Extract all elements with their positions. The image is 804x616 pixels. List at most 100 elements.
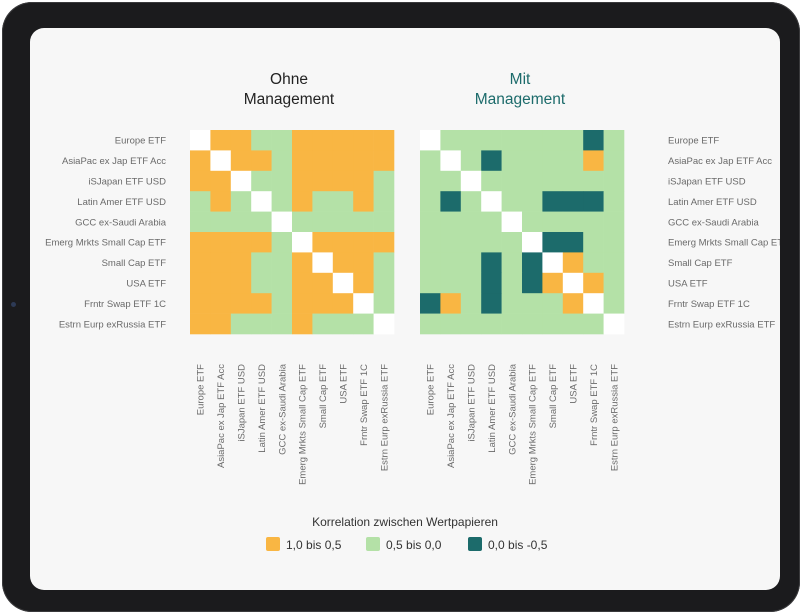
row-label: Small Cap ETF bbox=[668, 258, 733, 269]
heatmap-cell bbox=[332, 191, 354, 212]
heatmap-cell bbox=[230, 170, 252, 192]
heatmap-cell bbox=[501, 211, 523, 233]
row-label: iSJapan ETF USD bbox=[668, 177, 746, 188]
heatmap-cell bbox=[373, 170, 395, 192]
heatmap-cell bbox=[210, 191, 232, 212]
heatmap-cell bbox=[373, 272, 395, 294]
column-label: Frntr Swap ETF 1C bbox=[359, 364, 370, 446]
heatmap-cell bbox=[292, 252, 313, 274]
heatmap-cell bbox=[292, 170, 313, 192]
heatmap-cell bbox=[522, 232, 543, 253]
heatmap-cell bbox=[271, 211, 293, 233]
heatmap-cell bbox=[501, 191, 523, 212]
heatmap-cell bbox=[420, 272, 441, 294]
heatmap-cell bbox=[271, 130, 293, 151]
heatmap-cell bbox=[251, 191, 272, 212]
heatmap-cell bbox=[190, 313, 211, 335]
chart-title-line: Management bbox=[244, 91, 335, 108]
heatmap-cell bbox=[271, 150, 293, 172]
row-label: Emerg Mrkts Small Cap ETF bbox=[45, 238, 166, 249]
heatmap-cell bbox=[481, 191, 502, 212]
heatmap-cell bbox=[501, 313, 523, 335]
heatmap-cell bbox=[420, 313, 441, 335]
heatmap-cell bbox=[562, 130, 584, 151]
heatmap-cell bbox=[312, 170, 334, 192]
column-label: GCC ex-Saudi Arabia bbox=[277, 363, 288, 455]
heatmap-cell bbox=[271, 252, 293, 274]
heatmap-cell bbox=[251, 232, 272, 253]
heatmap-cell bbox=[522, 313, 543, 335]
column-label: Latin Amer ETF USD bbox=[257, 364, 268, 453]
correlation-heatmaps: Ohne Management Europe ETF AsiaPac ex Jap E… bbox=[45, 71, 780, 552]
heatmap-cell bbox=[353, 232, 374, 253]
heatmap-cell bbox=[210, 313, 232, 335]
heatmap-cell bbox=[230, 272, 252, 294]
heatmap-cell bbox=[190, 211, 211, 233]
heatmap-cell bbox=[603, 313, 625, 335]
heatmap-cell bbox=[440, 130, 462, 151]
heatmap-cell bbox=[562, 170, 584, 192]
heatmap-cell bbox=[440, 191, 462, 212]
heatmap-cell bbox=[210, 293, 232, 314]
heatmap-cell bbox=[542, 272, 564, 294]
row-label: Europe ETF bbox=[115, 136, 166, 147]
heatmap-cell bbox=[583, 170, 604, 192]
heatmap-cell bbox=[353, 130, 374, 151]
row-label: Europe ETF bbox=[668, 136, 719, 147]
heatmap-cell bbox=[190, 252, 211, 274]
heatmap-cell bbox=[562, 272, 584, 294]
chart-title-line: Ohne bbox=[270, 71, 308, 88]
heatmap-cell bbox=[230, 232, 252, 253]
heatmap-cell bbox=[460, 232, 482, 253]
heatmap-cell bbox=[522, 130, 543, 151]
heatmap-cell bbox=[210, 130, 232, 151]
heatmap-cell bbox=[373, 313, 395, 335]
heatmap-cell bbox=[583, 211, 604, 233]
heatmap-cell bbox=[292, 150, 313, 172]
heatmap-cell bbox=[332, 211, 354, 233]
heatmap-cell bbox=[542, 150, 564, 172]
column-label: GCC ex-Saudi Arabia bbox=[507, 363, 518, 455]
heatmap-cell bbox=[373, 130, 395, 151]
column-label: AsiaPac ex Jap ETF Acc bbox=[446, 364, 457, 468]
heatmap-cell bbox=[481, 272, 502, 294]
heatmap-cell bbox=[271, 313, 293, 335]
heatmap-cell bbox=[420, 293, 441, 314]
heatmap-cell bbox=[190, 272, 211, 294]
heatmap-cell bbox=[481, 252, 502, 274]
heatmap-cell bbox=[522, 211, 543, 233]
heatmap-cell bbox=[481, 313, 502, 335]
row-label: USA ETF bbox=[668, 279, 708, 290]
heatmap-cell bbox=[440, 232, 462, 253]
row-label: USA ETF bbox=[126, 279, 166, 290]
heatmap-cell bbox=[501, 150, 523, 172]
row-label: iSJapan ETF USD bbox=[88, 177, 166, 188]
heatmap-cell bbox=[251, 252, 272, 274]
heatmap-cell bbox=[210, 170, 232, 192]
row-label: AsiaPac ex Jap ETF Acc bbox=[668, 156, 772, 167]
heatmap-cell bbox=[373, 293, 395, 314]
heatmap-cell bbox=[271, 191, 293, 212]
heatmap-cell bbox=[562, 211, 584, 233]
heatmap-cell bbox=[460, 272, 482, 294]
row-label: GCC ex-Saudi Arabia bbox=[668, 217, 760, 228]
heatmap-cell bbox=[481, 293, 502, 314]
heatmap-cell bbox=[542, 293, 564, 314]
heatmap-cell bbox=[522, 150, 543, 172]
heatmap-cell bbox=[292, 272, 313, 294]
heatmap-cell bbox=[230, 211, 252, 233]
legend-swatch bbox=[468, 537, 482, 551]
heatmap-cell bbox=[332, 170, 354, 192]
legend-swatch bbox=[266, 537, 280, 551]
heatmap-cell bbox=[251, 211, 272, 233]
heatmap-cell bbox=[271, 232, 293, 253]
heatmap-cell bbox=[230, 293, 252, 314]
heatmap-cell bbox=[440, 170, 462, 192]
heatmap-cell bbox=[542, 313, 564, 335]
heatmap-cell bbox=[562, 313, 584, 335]
legend-label: 0,5 bis 0,0 bbox=[386, 538, 442, 552]
heatmap-cell bbox=[603, 252, 625, 274]
heatmap-cell bbox=[440, 211, 462, 233]
heatmap-cell bbox=[562, 232, 584, 253]
chart-title-line: Management bbox=[475, 91, 566, 108]
